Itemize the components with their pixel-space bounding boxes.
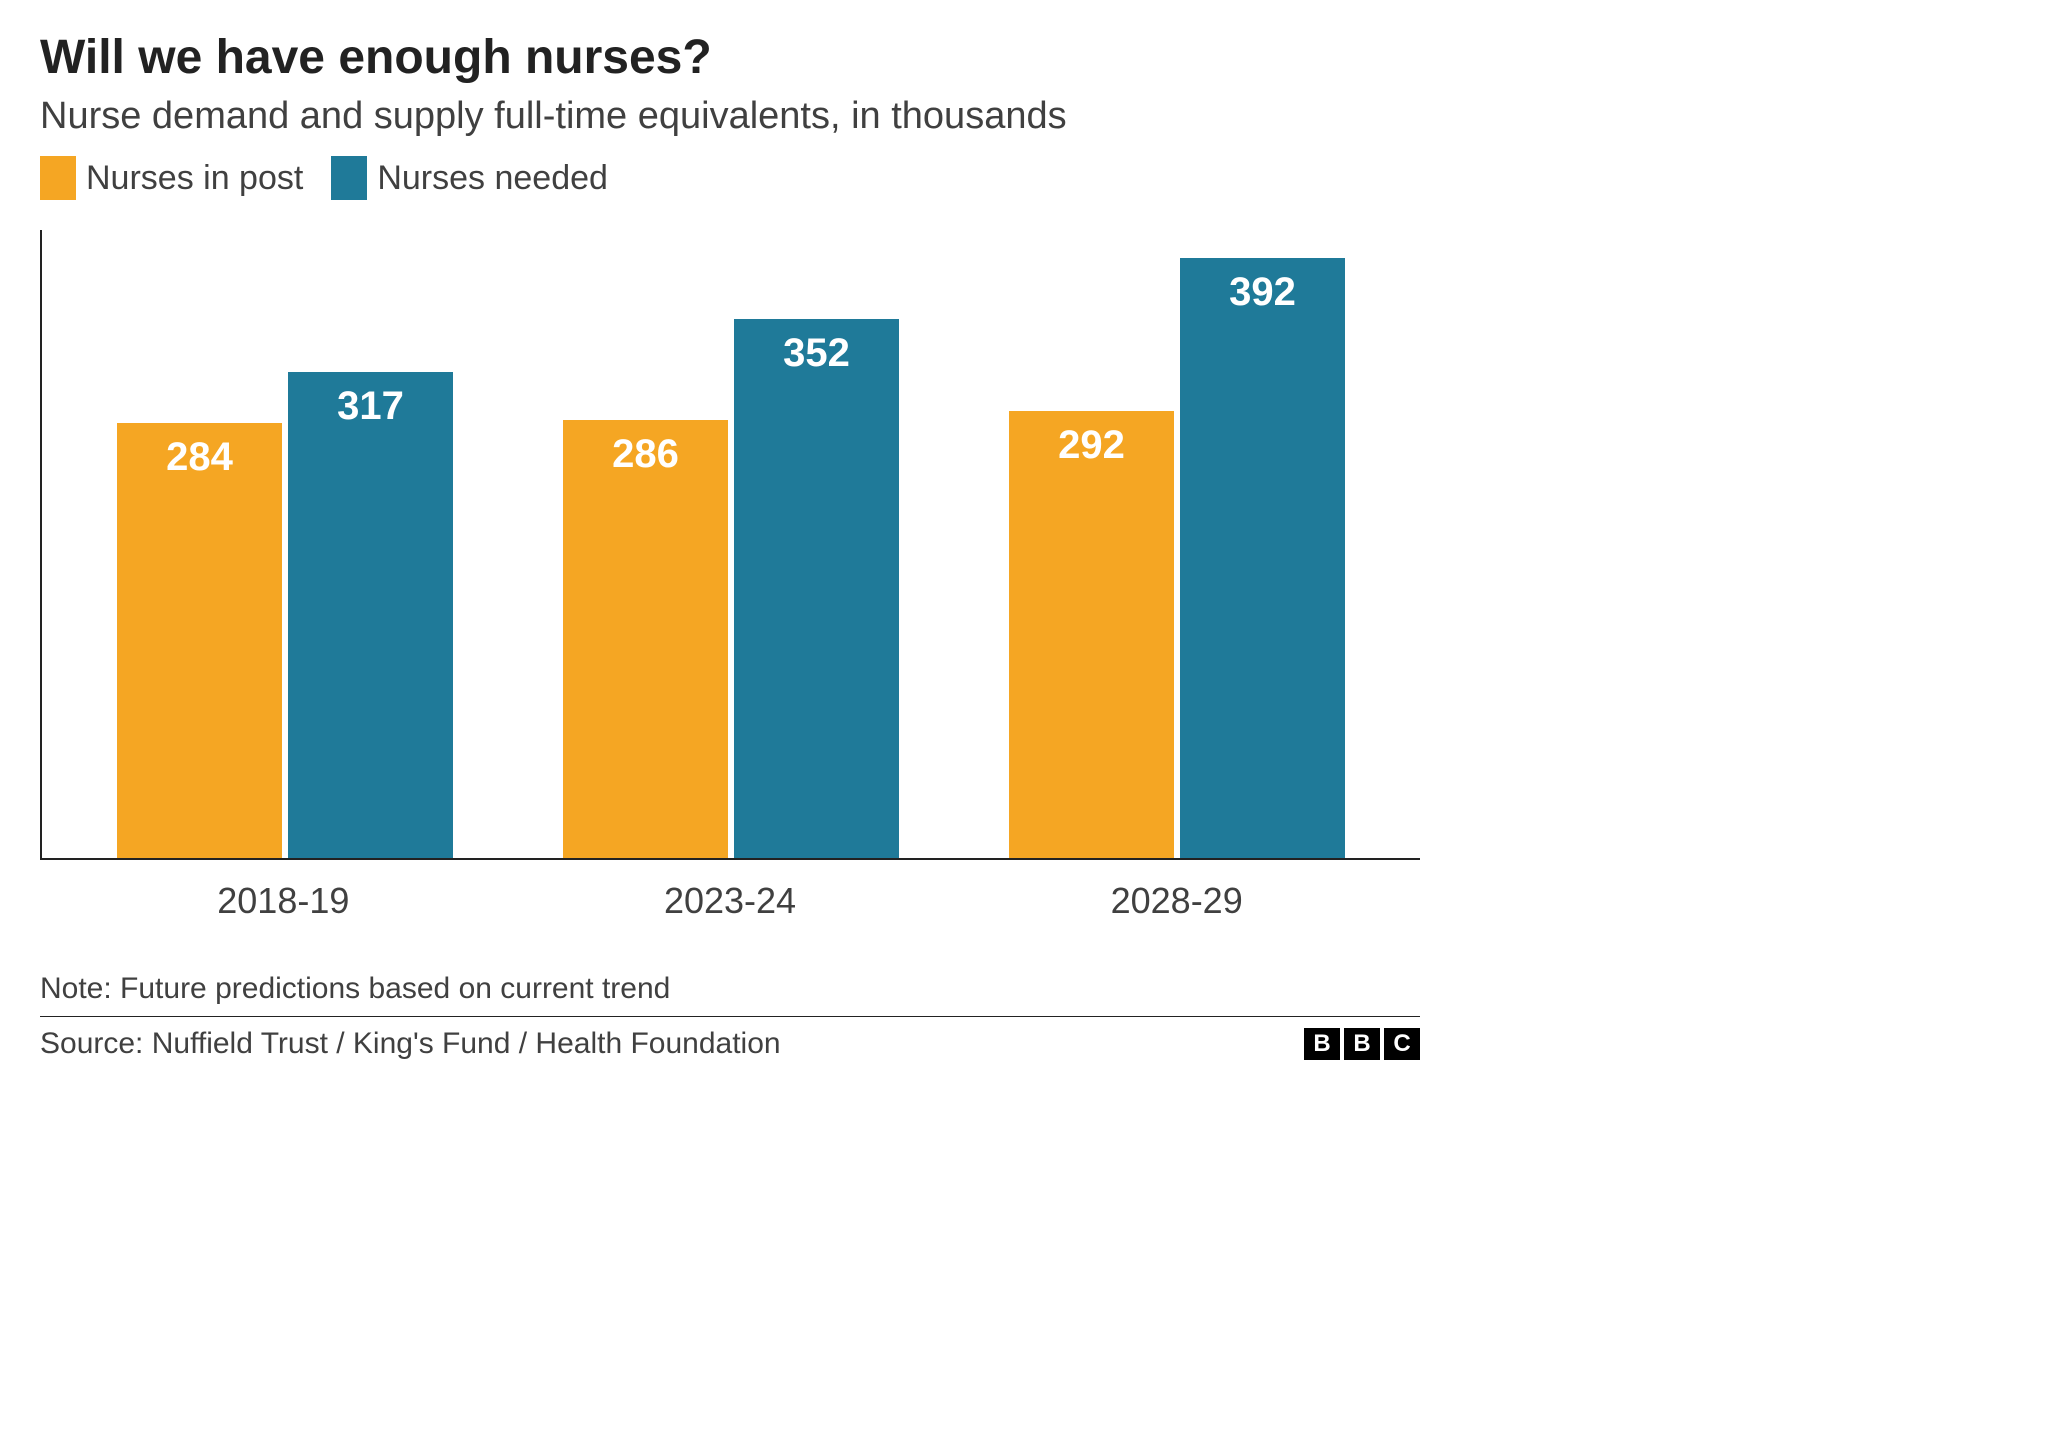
bar-value-label: 317: [288, 384, 453, 429]
bar-group: 284317: [62, 230, 508, 858]
bar-value-label: 292: [1009, 423, 1174, 468]
x-axis-label: 2023-24: [507, 880, 954, 922]
x-axis-label: 2018-19: [60, 880, 507, 922]
bar-group: 292 392: [954, 230, 1400, 858]
bar: 284: [117, 423, 282, 858]
legend: Nurses in post Nurses needed: [40, 156, 1420, 200]
bar-group: 286 352: [508, 230, 954, 858]
x-axis-label: 2028-29: [953, 880, 1400, 922]
source-text: Source: Nuffield Trust / King's Fund / H…: [40, 1027, 781, 1061]
bbc-logo-box: B: [1344, 1028, 1380, 1060]
bbc-logo: BBC: [1304, 1028, 1420, 1060]
bbc-logo-box: C: [1384, 1028, 1420, 1060]
x-axis-labels: 2018-192023-242028-29: [40, 870, 1420, 922]
chart-subtitle: Nurse demand and supply full-time equiva…: [40, 95, 1420, 138]
bar-value-label: 284: [117, 435, 282, 480]
bar-value-label: 392: [1180, 270, 1345, 315]
legend-item-needed: Nurses needed: [331, 156, 608, 200]
chart-footer: Source: Nuffield Trust / King's Fund / H…: [40, 1017, 1420, 1061]
chart-note: Note: Future predictions based on curren…: [40, 972, 1420, 1017]
legend-label-needed: Nurses needed: [377, 159, 608, 198]
bar-value-label: 286: [563, 432, 728, 477]
bbc-logo-box: B: [1304, 1028, 1340, 1060]
bar: 317: [288, 372, 453, 858]
legend-label-in-post: Nurses in post: [86, 159, 303, 198]
chart-title: Will we have enough nurses?: [40, 30, 1420, 85]
legend-swatch-in-post: [40, 156, 76, 200]
bar: 352: [734, 319, 899, 858]
bar: 292: [1009, 411, 1174, 858]
bar: 286: [563, 420, 728, 858]
legend-item-in-post: Nurses in post: [40, 156, 303, 200]
chart-plot-area: 284317 286 352 292 392: [40, 230, 1420, 860]
legend-swatch-needed: [331, 156, 367, 200]
bar: 392: [1180, 258, 1345, 858]
bar-value-label: 352: [734, 331, 899, 376]
